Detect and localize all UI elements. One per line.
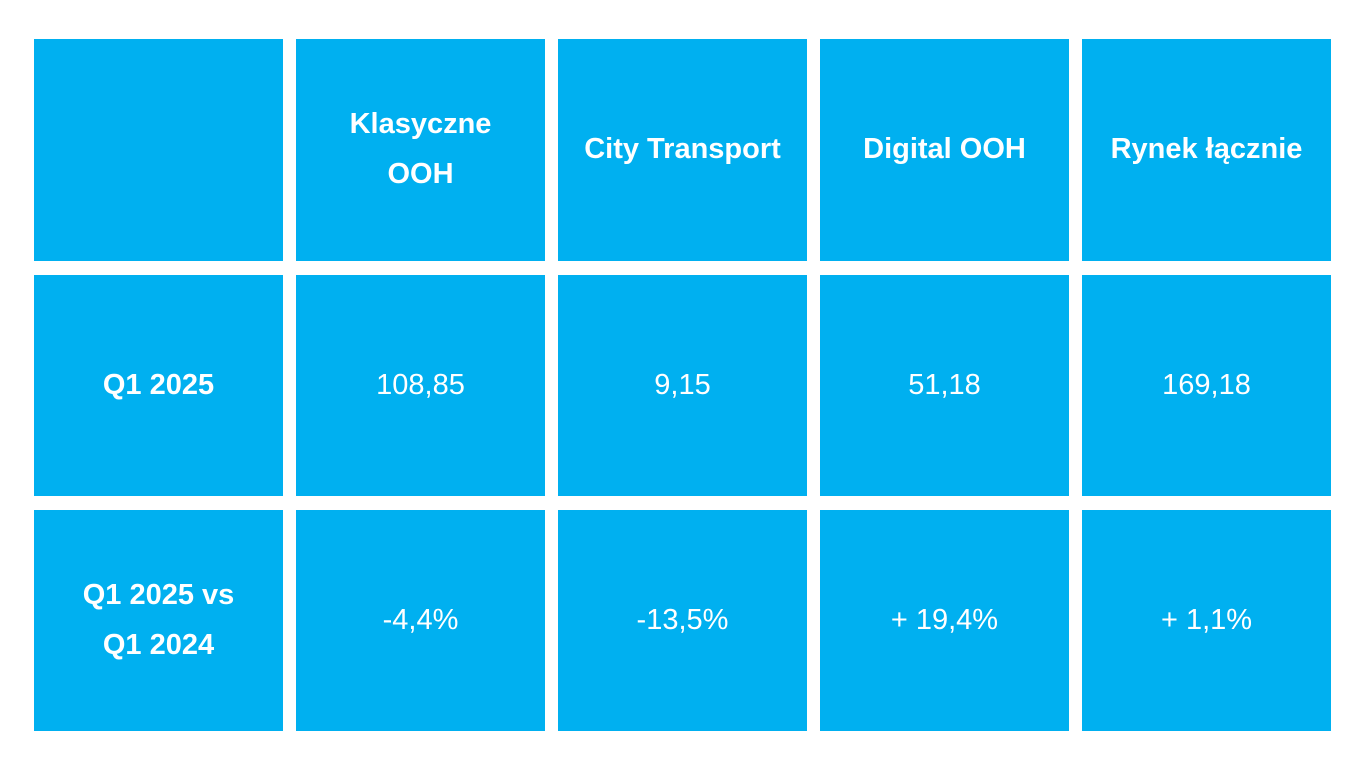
cell-q1-2025-vs-q1-2024-digital-ooh: + 19,4%: [820, 510, 1069, 731]
cell-q1-2025-klasyczne-ooh: 108,85: [296, 275, 545, 496]
row-label-q1-2025-vs-q1-2024: Q1 2025 vs Q1 2024: [34, 510, 283, 731]
header-digital-ooh: Digital OOH: [820, 39, 1069, 261]
ooh-market-table: Klasyczne OOH City Transport Digital OOH…: [34, 39, 1331, 731]
cell-q1-2025-vs-q1-2024-klasyczne-ooh: -4,4%: [296, 510, 545, 731]
cell-q1-2025-digital-ooh: 51,18: [820, 275, 1069, 496]
header-rynek-lacznie: Rynek łącznie: [1082, 39, 1331, 261]
cell-q1-2025-city-transport: 9,15: [558, 275, 807, 496]
header-klasyczne-ooh: Klasyczne OOH: [296, 39, 545, 261]
corner-cell: [34, 39, 283, 261]
row-label-q1-2025: Q1 2025: [34, 275, 283, 496]
cell-q1-2025-vs-q1-2024-rynek-lacznie: + 1,1%: [1082, 510, 1331, 731]
header-city-transport: City Transport: [558, 39, 807, 261]
cell-q1-2025-rynek-lacznie: 169,18: [1082, 275, 1331, 496]
cell-q1-2025-vs-q1-2024-city-transport: -13,5%: [558, 510, 807, 731]
